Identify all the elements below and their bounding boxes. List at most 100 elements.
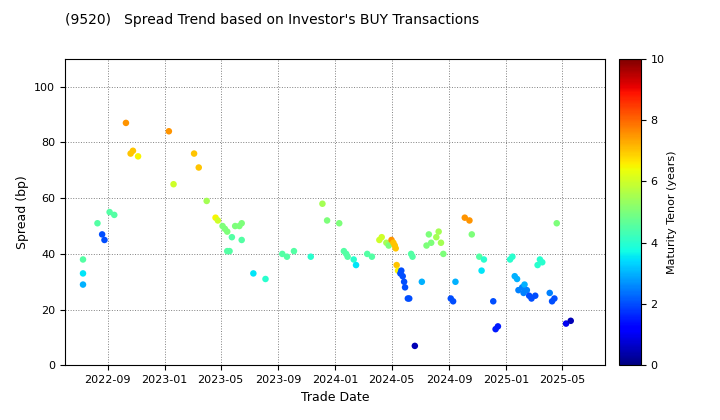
Point <box>392 267 404 274</box>
Point <box>492 323 504 330</box>
Point <box>260 276 271 282</box>
Point <box>423 231 435 238</box>
Point <box>544 289 556 296</box>
Point <box>317 200 328 207</box>
Point <box>288 248 300 255</box>
Point <box>99 236 110 243</box>
Point <box>445 295 456 302</box>
Point <box>431 234 442 241</box>
Point <box>305 253 317 260</box>
Point <box>91 220 103 227</box>
Point <box>342 253 354 260</box>
Point <box>201 197 212 204</box>
Point <box>374 236 385 243</box>
Point <box>77 256 89 263</box>
Point <box>478 256 490 263</box>
Point <box>507 253 518 260</box>
Point <box>534 256 546 263</box>
Point <box>366 253 378 260</box>
Point <box>523 292 535 299</box>
Point <box>383 242 395 249</box>
Y-axis label: Maturity Tenor (years): Maturity Tenor (years) <box>667 150 678 274</box>
Y-axis label: Spread (bp): Spread (bp) <box>16 175 29 249</box>
Point <box>395 267 407 274</box>
Point <box>386 236 397 243</box>
Point <box>222 228 233 235</box>
Point <box>230 223 241 229</box>
Point <box>338 248 350 255</box>
Point <box>518 289 529 296</box>
Point <box>321 217 333 224</box>
Point <box>387 239 399 246</box>
Point <box>516 284 528 291</box>
Point <box>127 147 139 154</box>
Point <box>163 128 175 135</box>
Point <box>466 231 477 238</box>
Point <box>219 226 230 232</box>
Point <box>521 287 533 294</box>
Point <box>132 153 144 160</box>
Point <box>282 253 293 260</box>
Point <box>397 273 408 280</box>
Point <box>391 262 402 268</box>
Point <box>546 298 558 304</box>
Point <box>447 298 459 304</box>
Point <box>438 251 449 257</box>
Point <box>226 234 238 241</box>
Point <box>217 223 228 229</box>
Point <box>509 273 521 280</box>
Point <box>435 239 446 246</box>
Point <box>276 251 288 257</box>
Point <box>361 251 373 257</box>
Point <box>426 239 437 246</box>
Point <box>389 242 400 249</box>
Point <box>549 295 560 302</box>
Point <box>409 343 420 349</box>
Point <box>433 228 444 235</box>
Point <box>341 251 352 257</box>
Point <box>504 256 516 263</box>
Point <box>464 217 475 224</box>
Point <box>350 262 361 268</box>
Text: (9520)   Spread Trend based on Investor's BUY Transactions: (9520) Spread Trend based on Investor's … <box>65 13 479 26</box>
Point <box>529 292 541 299</box>
Point <box>402 295 413 302</box>
Point <box>403 295 415 302</box>
Point <box>210 214 221 221</box>
Point <box>551 220 562 227</box>
Point <box>511 276 523 282</box>
Point <box>125 150 136 157</box>
Point <box>233 223 245 229</box>
Point <box>526 295 537 302</box>
Point <box>390 245 402 252</box>
Point <box>476 267 487 274</box>
Point <box>487 298 499 304</box>
Point <box>77 270 89 277</box>
Point <box>348 256 359 263</box>
Point <box>248 270 259 277</box>
Point <box>450 278 462 285</box>
Point <box>420 242 432 249</box>
Point <box>532 262 544 268</box>
Point <box>96 231 108 238</box>
Point <box>565 318 577 324</box>
Point <box>168 181 179 188</box>
Point <box>104 209 115 215</box>
Point <box>490 326 501 333</box>
Point <box>459 214 471 221</box>
Point <box>333 220 345 227</box>
Point <box>189 150 200 157</box>
Point <box>405 251 417 257</box>
Point <box>474 253 485 260</box>
Point <box>224 248 235 255</box>
Point <box>513 287 524 294</box>
Point <box>400 284 411 291</box>
Point <box>77 281 89 288</box>
X-axis label: Trade Date: Trade Date <box>300 391 369 404</box>
Point <box>236 220 248 227</box>
Point <box>236 236 248 243</box>
Point <box>212 217 224 224</box>
Point <box>398 278 410 285</box>
Point <box>407 253 418 260</box>
Point <box>395 270 406 277</box>
